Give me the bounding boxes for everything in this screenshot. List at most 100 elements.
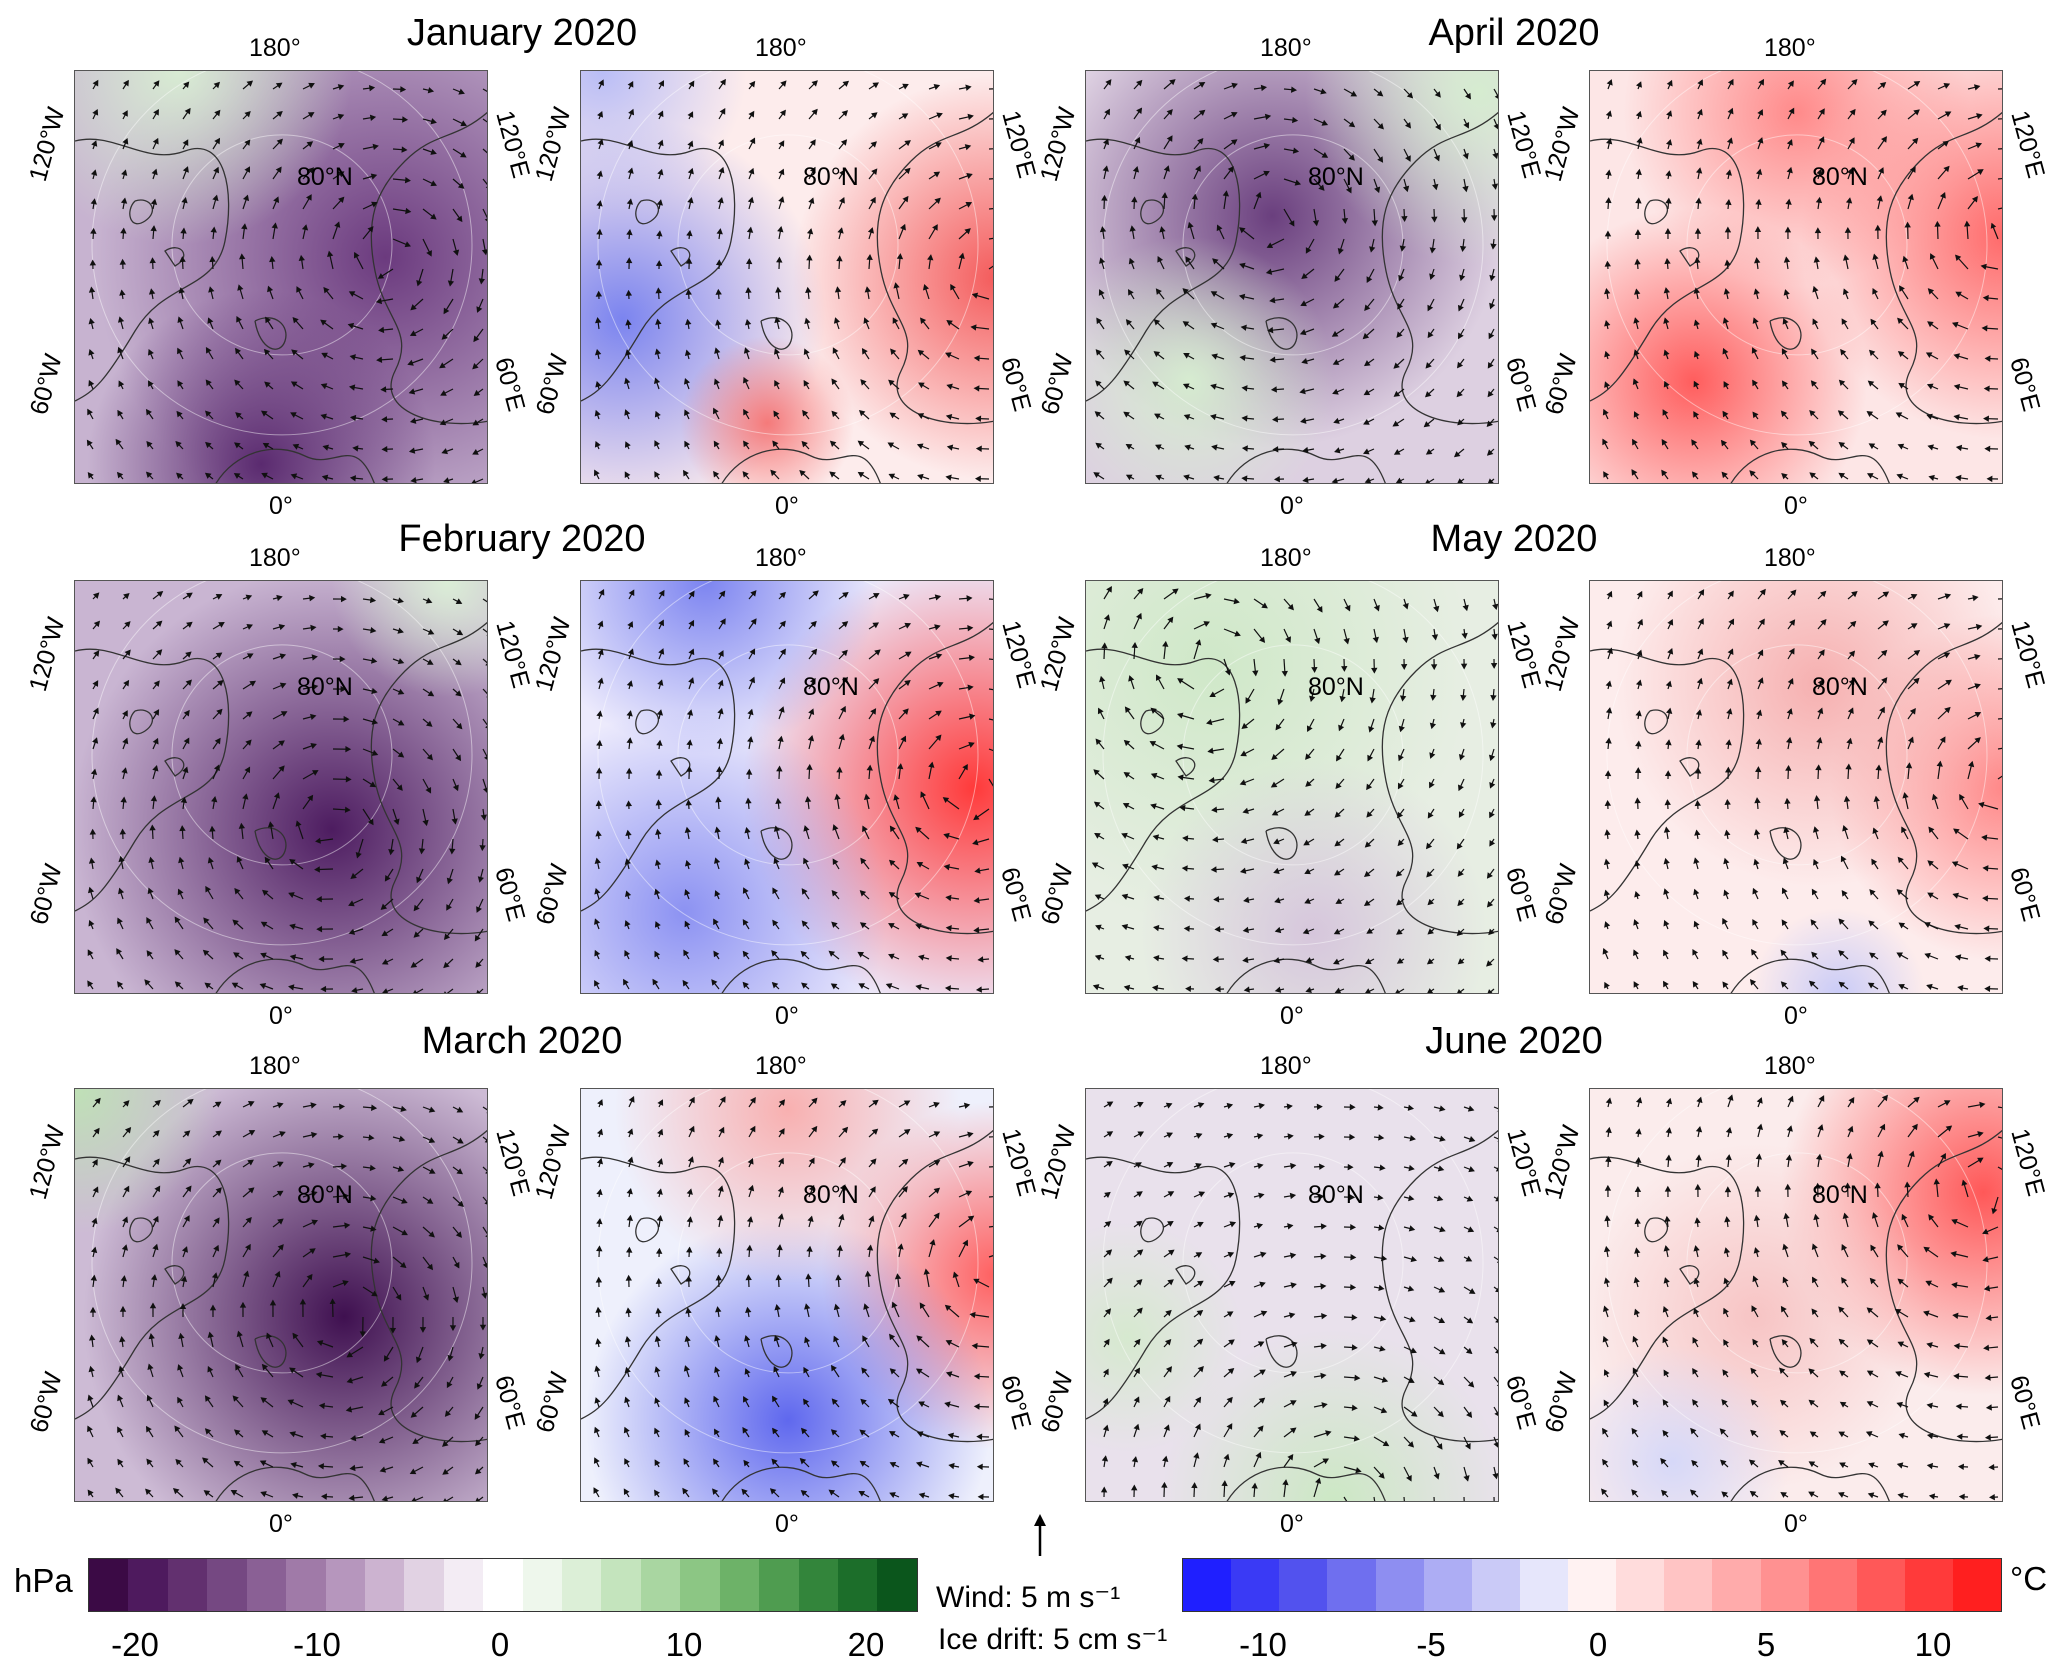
lon-label-60e: 60°E — [2004, 1372, 2046, 1433]
lon-label-60e: 60°E — [995, 864, 1037, 925]
lon-label-0: 0° — [1280, 492, 1304, 520]
title-january: January 2020 — [406, 12, 638, 54]
temperature-tick-3: 5 — [1756, 1626, 1776, 1663]
lon-label-180: 180° — [249, 544, 301, 572]
wind-legend: Wind: 5 m s⁻¹ — [936, 1581, 1121, 1614]
lon-label-120e: 120°E — [996, 617, 1042, 692]
lat-label: 80°N — [1812, 673, 1868, 701]
lon-label-120e: 120°E — [2005, 107, 2051, 182]
map-slp-may: 80°N — [1085, 580, 1499, 994]
lon-label-60e: 60°E — [1500, 864, 1542, 925]
lon-label-60w: 60°W — [1539, 1369, 1583, 1436]
lon-label-60w: 60°W — [1539, 351, 1583, 418]
lat-label: 80°N — [1812, 1181, 1868, 1209]
ice-drift-legend: Ice drift: 5 cm s⁻¹ — [938, 1623, 1168, 1656]
field-temp-jan — [581, 71, 993, 483]
title-march: March 2020 — [421, 1020, 623, 1062]
lon-label-120e: 120°E — [1501, 617, 1547, 692]
lon-label-60e: 60°E — [1500, 1372, 1542, 1433]
title-may: May 2020 — [1430, 518, 1598, 560]
temperature-tick-2: 0 — [1588, 1626, 1608, 1663]
lat-label: 80°N — [1812, 163, 1868, 191]
field-slp-jan — [75, 71, 487, 483]
lon-label-60e: 60°E — [2004, 354, 2046, 415]
title-february: February 2020 — [398, 518, 646, 560]
map-slp-jun: 80°N — [1085, 1088, 1499, 1502]
pressure-tick-1: -10 — [293, 1626, 341, 1663]
field-slp-mar — [75, 1089, 487, 1501]
lon-label-60e: 60°E — [995, 354, 1037, 415]
lon-label-120w: 120°W — [23, 1122, 71, 1203]
lon-label-60w: 60°W — [1035, 351, 1079, 418]
lon-label-180: 180° — [755, 1052, 807, 1080]
lon-label-60e: 60°E — [995, 1372, 1037, 1433]
lon-label-120e: 120°E — [490, 107, 536, 182]
lon-label-120e: 120°E — [996, 107, 1042, 182]
lon-label-60e: 60°E — [489, 1372, 531, 1433]
lon-label-120w: 120°W — [23, 614, 71, 695]
lon-label-120w: 120°W — [1034, 104, 1082, 185]
lon-label-60w: 60°W — [530, 861, 574, 928]
lon-label-180: 180° — [1764, 544, 1816, 572]
field-temp-feb — [581, 581, 993, 993]
lon-label-60w: 60°W — [24, 351, 68, 418]
pressure-tick-2: 0 — [490, 1626, 510, 1663]
lon-label-0: 0° — [269, 1510, 293, 1538]
lon-label-0: 0° — [269, 492, 293, 520]
lat-label: 80°N — [297, 163, 353, 191]
lon-label-180: 180° — [1260, 34, 1312, 62]
pressure-tick-4: 20 — [847, 1626, 885, 1663]
lat-label: 80°N — [803, 673, 859, 701]
lon-label-120e: 120°E — [1501, 107, 1547, 182]
lon-label-180: 180° — [249, 1052, 301, 1080]
map-slp-feb: 80°N — [74, 580, 488, 994]
lon-label-60w: 60°W — [530, 351, 574, 418]
lon-label-120e: 120°E — [490, 617, 536, 692]
lon-label-120w: 120°W — [529, 104, 577, 185]
lon-label-120w: 120°W — [1538, 1122, 1586, 1203]
map-temp-jan: 80°N — [580, 70, 994, 484]
lat-label: 80°N — [1308, 673, 1364, 701]
lon-label-0: 0° — [269, 1002, 293, 1030]
temperature-unit: °C — [2010, 1560, 2048, 1597]
lon-label-60e: 60°E — [1500, 354, 1542, 415]
temperature-colorbar — [1182, 1558, 2002, 1612]
map-slp-jan: 80°N — [74, 70, 488, 484]
lon-label-0: 0° — [775, 1510, 799, 1538]
lat-label: 80°N — [297, 1181, 353, 1209]
lon-label-120w: 120°W — [1034, 1122, 1082, 1203]
field-temp-apr — [1590, 71, 2002, 483]
lat-label: 80°N — [803, 1181, 859, 1209]
lon-label-180: 180° — [1764, 1052, 1816, 1080]
lon-label-0: 0° — [1784, 1510, 1808, 1538]
lon-label-180: 180° — [755, 34, 807, 62]
lon-label-60w: 60°W — [1539, 861, 1583, 928]
lon-label-120e: 120°E — [996, 1125, 1042, 1200]
lon-label-120w: 120°W — [1538, 104, 1586, 185]
pressure-unit: hPa — [14, 1562, 73, 1599]
lon-label-60e: 60°E — [489, 864, 531, 925]
field-slp-apr — [1086, 71, 1498, 483]
temperature-tick-1: -5 — [1416, 1626, 1446, 1663]
lon-label-120e: 120°E — [2005, 617, 2051, 692]
map-temp-jun: 80°N — [1589, 1088, 2003, 1502]
lon-label-60e: 60°E — [489, 354, 531, 415]
map-temp-apr: 80°N — [1589, 70, 2003, 484]
lon-label-120w: 120°W — [529, 1122, 577, 1203]
title-april: April 2020 — [1428, 12, 1600, 54]
field-slp-feb — [75, 581, 487, 993]
reference-arrow-icon — [1034, 1514, 1046, 1556]
lon-label-120e: 120°E — [1501, 1125, 1547, 1200]
temperature-tick-0: -10 — [1239, 1626, 1287, 1663]
field-slp-jun — [1086, 1089, 1498, 1501]
map-temp-may: 80°N — [1589, 580, 2003, 994]
lat-label: 80°N — [1308, 163, 1364, 191]
lon-label-180: 180° — [1260, 1052, 1312, 1080]
lat-label: 80°N — [803, 163, 859, 191]
lon-label-0: 0° — [1784, 1002, 1808, 1030]
pressure-tick-0: -20 — [111, 1626, 159, 1663]
lon-label-0: 0° — [775, 492, 799, 520]
pressure-tick-3: 10 — [665, 1626, 703, 1663]
lon-label-0: 0° — [1280, 1510, 1304, 1538]
lon-label-60e: 60°E — [2004, 864, 2046, 925]
